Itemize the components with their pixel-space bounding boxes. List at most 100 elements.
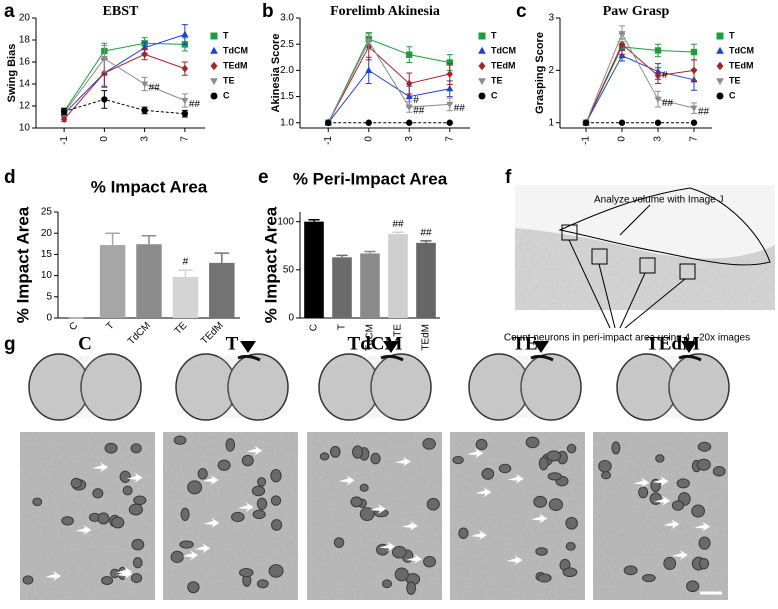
y-tick-label: 10 (19, 123, 31, 134)
x-tick-label: -1 (581, 136, 592, 145)
arrow (182, 550, 199, 561)
cell (641, 574, 656, 583)
brain-texture (178, 356, 286, 418)
y-tick-label: 14 (19, 79, 31, 90)
arrow (531, 513, 548, 524)
cell (132, 557, 143, 569)
cell (696, 458, 711, 471)
cell (566, 443, 577, 454)
marker (60, 115, 68, 124)
legend-label: TE (729, 75, 741, 85)
cell (394, 567, 409, 582)
panel-letter: a (4, 1, 15, 22)
x-tick-label: 0 (363, 136, 374, 142)
cell (197, 468, 208, 480)
annotation: ## (454, 103, 466, 114)
y-tick-label: 16 (19, 57, 31, 68)
pointer (568, 239, 611, 329)
x-tick-label: -1 (323, 136, 334, 145)
y-axis-label: Grasping Score (534, 32, 546, 114)
error-bar (364, 250, 376, 254)
error-bar (214, 252, 230, 263)
marker (405, 92, 413, 100)
cell (452, 455, 464, 465)
x-tick-label: C (309, 324, 320, 331)
series-line (63, 58, 186, 113)
cell (562, 567, 578, 578)
arrow (401, 520, 418, 531)
marker (181, 110, 189, 117)
y-tick-label: 18 (19, 35, 31, 46)
cell (391, 545, 407, 559)
chart-title: % Peri-Impact Area (293, 169, 448, 188)
cell (130, 573, 143, 584)
cell (92, 488, 104, 499)
arrowhead (240, 341, 256, 353)
arrow (663, 519, 680, 530)
x-tick-label: 3 (139, 136, 150, 142)
error-bar (336, 254, 348, 258)
panel-f: Analyze volume with Image J Count neuron… (504, 185, 775, 344)
marker (690, 66, 698, 75)
series-line (585, 55, 695, 123)
arrow (475, 487, 492, 498)
series-line (585, 46, 695, 123)
legend-label: TE (491, 75, 503, 85)
cell (133, 495, 147, 506)
cell (547, 472, 562, 481)
x-tick-label: 0 (99, 136, 110, 142)
y-tick-label: 0 (288, 313, 294, 324)
y-tick-label: 15 (41, 249, 53, 260)
marker (690, 119, 698, 126)
error-bar (420, 240, 432, 243)
cell (61, 516, 74, 526)
marker (446, 84, 454, 92)
bar (304, 221, 324, 318)
series-line (327, 46, 450, 123)
x-tick-label: -1 (59, 136, 70, 145)
cell (655, 454, 665, 463)
arrow (652, 476, 669, 487)
cell (350, 496, 363, 508)
chart-title: EBST (103, 4, 139, 19)
marker (141, 50, 148, 59)
series-line (327, 69, 450, 124)
cell (422, 438, 436, 450)
marker (141, 81, 149, 88)
arrowhead (533, 341, 549, 353)
marker (365, 39, 373, 46)
marker (690, 105, 698, 112)
arrowhead (383, 341, 399, 353)
x-tick-label: C (67, 320, 80, 333)
legend-label: TdCM (491, 45, 516, 55)
group-label: TE (512, 333, 537, 354)
marker (406, 79, 413, 88)
arrow (45, 571, 62, 582)
marker (478, 92, 486, 100)
cell (111, 516, 125, 529)
cell (600, 471, 612, 480)
marker (210, 32, 218, 40)
marker (100, 56, 108, 63)
legend-label: C (223, 90, 230, 100)
panel-letter: g (4, 334, 16, 355)
y-axis-label: Swing Bias (6, 44, 18, 103)
cell (638, 486, 649, 499)
legend-label: TdCM (729, 45, 754, 55)
marker (716, 61, 724, 71)
arrow (506, 555, 523, 566)
bar (136, 244, 162, 318)
annotation: Analyze volume with Image J (594, 195, 724, 206)
cell (270, 469, 282, 483)
background (515, 185, 775, 259)
arrow (654, 495, 671, 506)
panel-letter: d (4, 167, 16, 188)
cell (270, 519, 283, 531)
bar (99, 245, 126, 318)
marker (446, 70, 453, 78)
legend-label: T (223, 30, 229, 40)
cell (104, 442, 118, 454)
y-tick-label: 1.5 (280, 91, 294, 102)
brain-texture (619, 356, 727, 418)
micrograph-texture (20, 432, 155, 600)
